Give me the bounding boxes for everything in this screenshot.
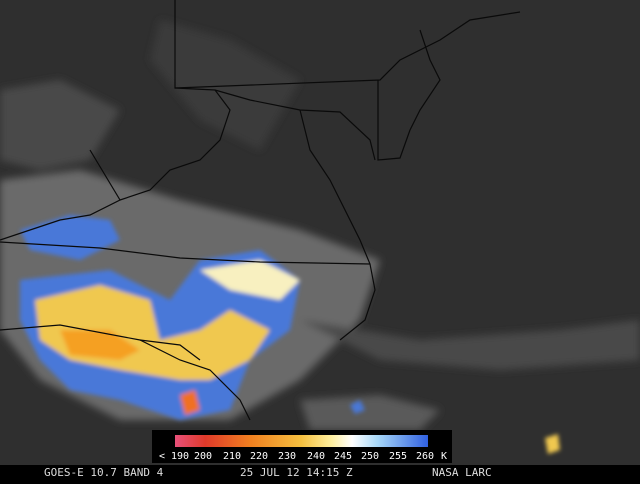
cold-cloud-tops [20,215,560,454]
footer-timestamp: 25 JUL 12 14:15 Z [240,466,353,479]
colorbar-label: 260 [416,451,434,462]
colorbar-label: 210 [223,451,241,462]
colorbar-labels: < 190 200 210 220 230 240 245 250 255 260 [159,451,434,462]
colorbar-label: 245 [334,451,352,462]
footer-credit: NASA LARC [432,466,492,479]
footer-bar [0,465,640,480]
colorbar-unit: K [441,451,447,462]
colorbar-label: 240 [307,451,325,462]
colorbar-label: 220 [250,451,268,462]
colorbar-label: < 190 [159,451,189,462]
colorbar [175,435,428,447]
colorbar-label: 200 [194,451,212,462]
colorbar-label: 250 [361,451,379,462]
colorbar-label: 255 [389,451,407,462]
state-borders [0,0,521,421]
colorbar-label: 230 [278,451,296,462]
footer-satellite: GOES-E 10.7 BAND 4 [44,466,164,479]
